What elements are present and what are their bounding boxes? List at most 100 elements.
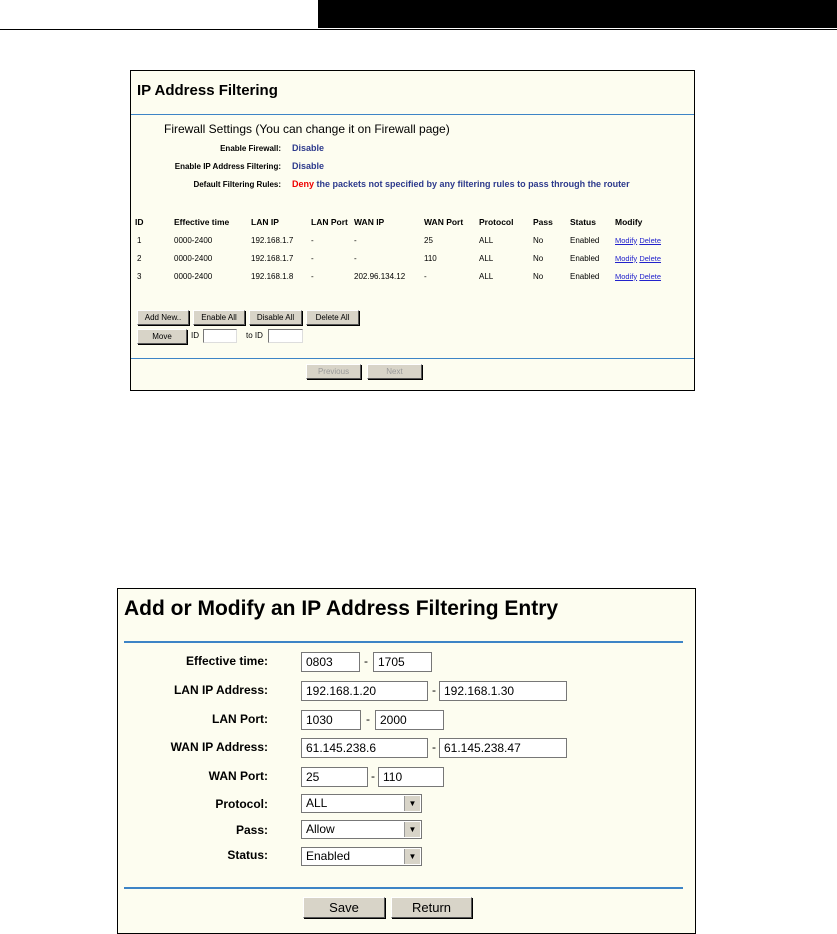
col-lan-ip: LAN IP [251,217,279,227]
cell-actions: Modify Delete [615,267,673,285]
delete-link[interactable]: Delete [639,235,662,245]
delete-link[interactable]: Delete [639,253,662,263]
cell: 2 [137,253,142,263]
dash: - [366,712,370,726]
divider [131,114,694,115]
move-from-id-input[interactable] [203,329,237,343]
cell: Enabled [570,253,600,263]
table-header: ID Effective time LAN IP LAN Port WAN IP… [135,213,673,231]
pass-select[interactable]: Allow ▼ [301,820,422,839]
dash: - [432,740,436,754]
cell-actions: Modify Delete [615,249,673,267]
ip-filtering-list-panel: IP Address Filtering Firewall Settings (… [130,70,695,391]
lan-port-label: LAN Port: [212,712,268,726]
divider [124,887,683,889]
divider [131,358,694,359]
deny-text: Deny [292,179,315,189]
add-modify-entry-panel: Add or Modify an IP Address Filtering En… [117,588,696,934]
wan-ip-label: WAN IP Address: [170,740,268,754]
return-button[interactable]: Return [391,897,472,918]
cell: Enabled [570,235,600,245]
lan-ip-label: LAN IP Address: [173,683,268,697]
cell-actions: Modify Delete [615,231,673,249]
cell: ALL [479,253,494,263]
save-button[interactable]: Save [303,897,385,918]
enable-firewall-value: Disable [292,143,325,153]
delete-all-button[interactable]: Delete All [306,310,359,325]
col-pass: Pass [533,217,553,227]
wan-port-label: WAN Port: [208,769,268,783]
to-id-label: to ID [246,331,263,340]
protocol-select[interactable]: ALL ▼ [301,794,422,813]
enable-ip-filtering-value: Disable [292,161,325,171]
table-row: 3 0000-2400 192.168.1.8 - 202.96.134.12 - ALL N… [135,267,673,285]
col-effective-time: Effective time [174,217,230,227]
cell: 0000-2400 [174,235,213,245]
dash: - [364,654,368,668]
dash: - [432,683,436,697]
enable-all-button[interactable]: Enable All [193,310,245,325]
lan-ip-start-input[interactable]: 192.168.1.20 [301,681,428,701]
col-lan-port: LAN Port [311,217,348,227]
cell: 3 [137,271,142,281]
wan-port-end-input[interactable]: 110 [378,767,444,787]
chevron-down-icon: ▼ [404,822,420,837]
move-to-id-input[interactable] [268,329,303,343]
status-label: Status: [227,848,268,862]
previous-button[interactable]: Previous [306,364,361,379]
form-title: Add or Modify an IP Address Filtering En… [124,597,559,620]
cell: ALL [479,235,494,245]
wan-ip-start-input[interactable]: 61.145.238.6 [301,738,428,758]
chevron-down-icon: ▼ [404,849,420,864]
cell: 0000-2400 [174,271,213,281]
cell: - [311,235,314,245]
lan-port-end-input[interactable]: 2000 [375,710,444,730]
col-wan-ip: WAN IP [354,217,385,227]
wan-ip-end-input[interactable]: 61.145.238.47 [439,738,567,758]
cell: No [533,253,544,263]
dash: - [371,769,375,783]
cell: 192.168.1.8 [251,271,294,281]
cell: No [533,235,544,245]
cell: - [354,253,357,263]
disable-all-button[interactable]: Disable All [249,310,302,325]
col-wan-port: WAN Port [424,217,464,227]
protocol-label: Protocol: [215,797,268,811]
rules-table: ID Effective time LAN IP LAN Port WAN IP… [135,213,673,285]
col-status: Status [570,217,596,227]
status-select[interactable]: Enabled ▼ [301,847,422,866]
modify-link[interactable]: Modify [615,253,638,263]
lan-port-start-input[interactable]: 1030 [301,710,361,730]
cell: 25 [424,235,433,245]
modify-link[interactable]: Modify [615,235,638,245]
default-rules-text: the packets not specified by any filteri… [314,179,630,189]
col-modify: Modify [615,217,643,227]
header-bar [318,0,837,28]
cell: 1 [137,235,142,245]
cell: ALL [479,271,494,281]
cell: - [424,271,427,281]
effective-time-start-input[interactable]: 0803 [301,652,360,672]
move-button[interactable]: Move [137,329,187,344]
col-id: ID [135,217,144,227]
delete-link[interactable]: Delete [639,271,662,281]
table-row: 2 0000-2400 192.168.1.7 - - 110 ALL No Enabled M… [135,249,673,267]
add-new-button[interactable]: Add New.. [137,310,189,325]
modify-link[interactable]: Modify [615,271,638,281]
cell: No [533,271,544,281]
wan-port-start-input[interactable]: 25 [301,767,368,787]
cell: - [354,235,357,245]
header-divider [0,29,837,30]
effective-time-end-input[interactable]: 1705 [373,652,432,672]
next-button[interactable]: Next [367,364,422,379]
chevron-down-icon: ▼ [404,796,420,811]
enable-firewall-label: Enable Firewall: [220,144,281,153]
page-title: IP Address Filtering [137,82,278,99]
effective-time-label: Effective time: [185,654,268,668]
pass-label: Pass: [235,823,268,837]
cell: 192.168.1.7 [251,253,294,263]
cell: - [311,253,314,263]
cell: 110 [424,253,437,263]
lan-ip-end-input[interactable]: 192.168.1.30 [439,681,567,701]
divider [124,641,683,643]
